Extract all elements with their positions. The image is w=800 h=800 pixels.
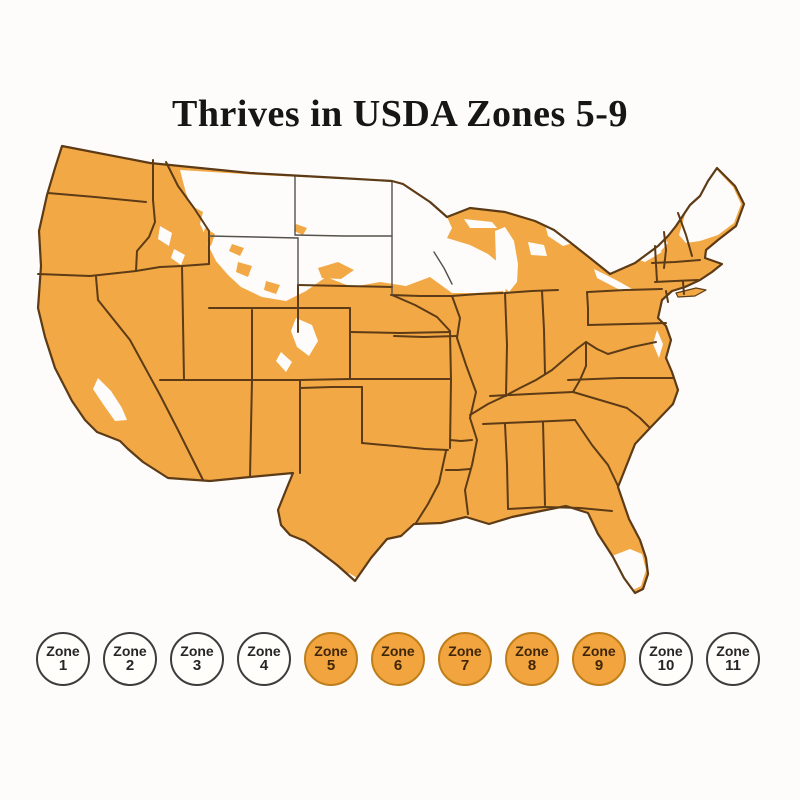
zone-badge-number: 9 [594,657,604,675]
zone-badge-word: Zone [381,642,415,659]
zone-badge-word: Zone [46,642,80,659]
south-florida-patch [612,549,646,590]
socal-coast-patch2 [128,452,151,473]
zone-badge-word: Zone [649,642,683,659]
chesapeake-bay [653,330,663,358]
zone-badge-3: Zone 3 [170,632,224,686]
zone-badge-number: 2 [125,657,135,675]
zone-badge-number: 8 [527,657,537,675]
zone-badge-9: Zone 9 [572,632,626,686]
north-maine-patch [679,170,741,243]
zone-badge-word: Zone [716,642,750,659]
zone-badge-number: 1 [58,657,68,675]
adirondack-patch [599,231,627,257]
zone-badge-2: Zone 2 [103,632,157,686]
zone-badge-number: 3 [192,657,202,675]
socal-coast-patch [83,427,118,457]
lake-michigan [495,227,518,292]
state-borders [37,159,701,524]
zone-badge-7: Zone 7 [438,632,492,686]
zone-badge-number: 4 [259,657,269,675]
zone-badge-1: Zone 1 [36,632,90,686]
warm-pockets [190,206,354,294]
lower-michigan-patch [528,242,547,256]
sierra-nevada-patch [93,378,127,421]
zone-badge-5: Zone 5 [304,632,358,686]
zone-badge-number: 6 [393,657,403,675]
zone-badge-number: 10 [657,657,675,675]
zone-badge-word: Zone [180,642,214,659]
zone-badge-word: Zone [314,642,348,659]
zone-legend: Zone 1 Zone 2 Zone 3 Zone 4 Zone 5 Zone 6 Zone 7 Zone 8… [36,632,764,686]
zone-badge-number: 7 [460,657,470,675]
zone-badge-word: Zone [113,642,147,659]
zone-badge-number: 5 [326,657,336,675]
upper-michigan-patch [464,219,497,228]
zone-badge-11: Zone 11 [706,632,760,686]
zone-badge-word: Zone [582,642,616,659]
cold-state-borders [208,175,453,296]
zone-badge-8: Zone 8 [505,632,559,686]
zone-badge-10: Zone 10 [639,632,693,686]
zone-badge-word: Zone [247,642,281,659]
page-title: Thrives in USDA Zones 5-9 [172,93,628,135]
zone-badge-word: Zone [448,642,482,659]
zone-badge-4: Zone 4 [237,632,291,686]
idaho-mountain-patch2 [171,249,185,265]
idaho-mountain-patch [158,226,172,246]
zone-badge-word: Zone [515,642,549,659]
colorado-rockies-patch2 [276,352,292,372]
zone-badge-number: 11 [725,657,741,675]
lake-erie [594,269,632,290]
zone-badge-6: Zone 6 [371,632,425,686]
